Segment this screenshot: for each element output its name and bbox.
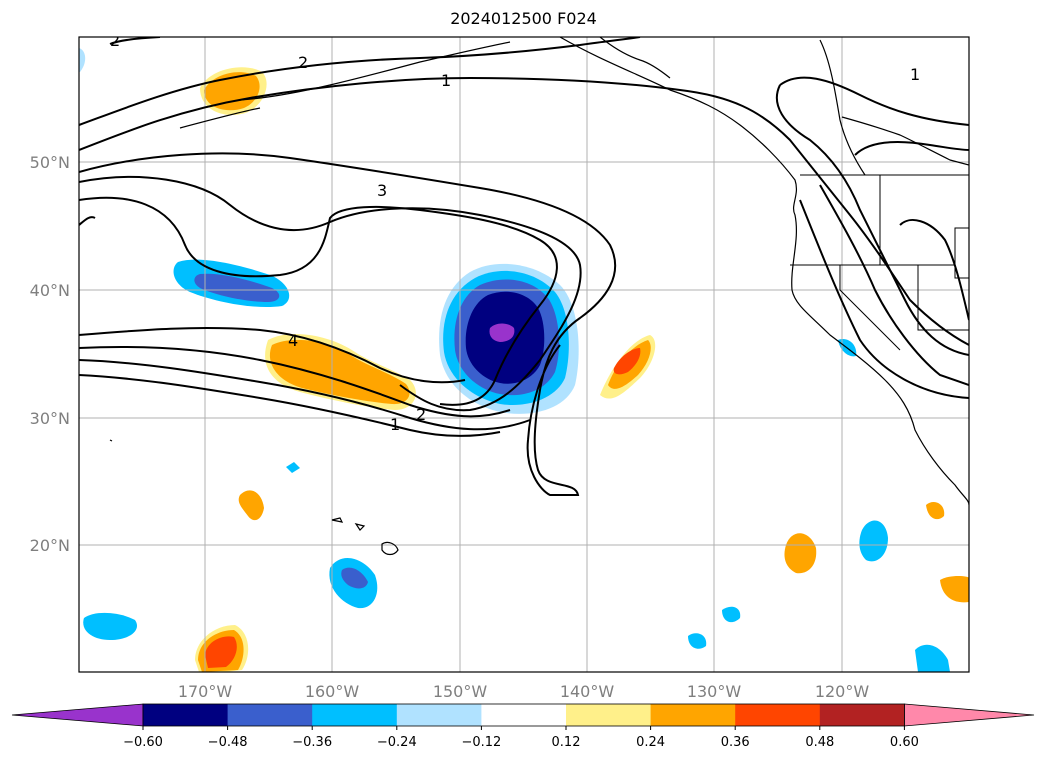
height-contours (79, 37, 969, 496)
lon-label: 120°W (815, 682, 870, 701)
anomaly-positive-patch-4 (940, 576, 969, 603)
colorbar (11, 703, 1035, 727)
anomaly-negative-patch-1 (83, 612, 138, 640)
lat-label: 40°N (30, 281, 70, 300)
colorbar-tick-label: 0.48 (805, 735, 834, 750)
anomaly-negative-patch-8 (688, 633, 707, 649)
colorbar-segment (481, 704, 567, 726)
anomaly-positive-patch-2 (784, 533, 817, 574)
contour-label: 2 (416, 405, 426, 424)
anomaly-negative-patch-7 (722, 606, 741, 623)
colorbar-tick-label: 0.60 (890, 735, 919, 750)
contour-label: 2 (298, 53, 308, 72)
colorbar-segment (819, 704, 905, 726)
anomaly-fills (79, 48, 969, 672)
contour-label-group: 2 1 3 4 2 1 1 2 (110, 31, 920, 434)
colorbar-outline (142, 703, 905, 727)
lon-label: 130°W (687, 682, 742, 701)
colorbar-segment (227, 704, 313, 726)
anomaly-positive-north-inner (204, 72, 260, 111)
coastlines (109, 37, 969, 556)
anomaly-negative-patch-3 (286, 462, 300, 473)
colorbar-tick-label: −0.60 (123, 735, 163, 750)
colorbar-arrow-high (904, 703, 1035, 727)
anomaly-negative-patch-4 (859, 520, 888, 562)
colorbar-segment (650, 704, 736, 726)
colorbar-tick-label: −0.12 (461, 735, 501, 750)
colorbar-tick-label: −0.48 (208, 735, 248, 750)
latitude-labels: 50°N 40°N 30°N 20°N (30, 153, 70, 555)
contour-label: 2 (110, 31, 120, 50)
colorbar-ticks: −0.60 −0.48 −0.36 −0.24 −0.12 0.12 0.24 0.36 0.4… (123, 726, 919, 750)
lon-label: 170°W (178, 682, 233, 701)
contour-label: 1 (390, 415, 400, 434)
lon-label: 150°W (433, 682, 488, 701)
colorbar-tick-label: 0.24 (636, 735, 665, 750)
colorbar-tick-label: −0.24 (377, 735, 417, 750)
contour-label: 1 (441, 71, 451, 90)
anomaly-positive-patch-1 (238, 490, 264, 521)
lat-label: 50°N (30, 153, 70, 172)
colorbar-tick-label: 0.36 (721, 735, 750, 750)
contour-label: 1 (910, 65, 920, 84)
anomaly-positive-east-core (613, 348, 641, 375)
anomaly-negative-patch-9 (79, 48, 86, 72)
longitude-labels: 170°W 160°W 150°W 140°W 130°W 120°W (178, 682, 870, 701)
anomaly-negative-central-core (489, 323, 515, 342)
colorbar-tick-label: 0.12 (552, 735, 581, 750)
anomaly-negative-west-inner (194, 273, 280, 302)
map-plot-area: 2 1 3 4 2 1 1 2 (79, 31, 969, 672)
colorbar-arrow-low (11, 703, 144, 727)
anomaly-positive-band (269, 339, 410, 405)
map-gridlines (79, 37, 969, 672)
colorbar-segment (143, 704, 229, 726)
lon-label: 160°W (305, 682, 360, 701)
colorbar-tick-label: −0.36 (292, 735, 332, 750)
anomaly-positive-patch-3 (926, 502, 945, 520)
colorbar-segment (312, 704, 398, 726)
political-borders (790, 174, 969, 351)
lat-label: 20°N (30, 536, 70, 555)
colorbar-segment (735, 704, 821, 726)
anomaly-negative-patch-2-inner (341, 567, 368, 589)
lat-label: 30°N (30, 409, 70, 428)
anomaly-positive-southwest-core (205, 636, 237, 668)
contour-label: 3 (377, 181, 387, 200)
colorbar-segment (396, 704, 482, 726)
map-title: 2024012500 F024 (450, 9, 597, 28)
anomaly-negative-patch-5 (915, 644, 950, 672)
map-frame (78, 36, 970, 673)
contour-label: 4 (288, 331, 298, 350)
colorbar-segment (566, 704, 652, 726)
lon-label: 140°W (560, 682, 615, 701)
